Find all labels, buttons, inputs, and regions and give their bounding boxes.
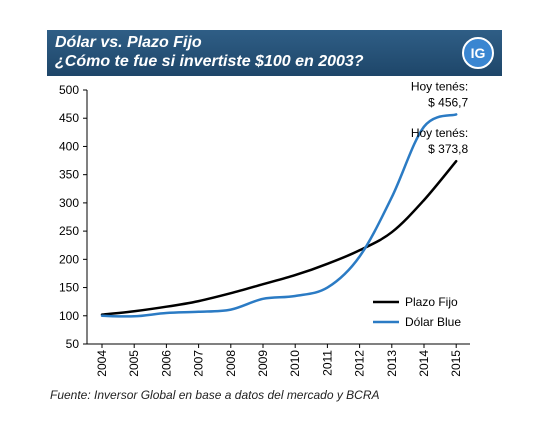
chart-annotations: Hoy tenés: $ 456,7 Hoy tenés: $ 373,8 xyxy=(411,79,469,156)
y-tick-label: 150 xyxy=(59,281,79,295)
x-tick-label: 2008 xyxy=(224,350,238,377)
x-tick-label: 2014 xyxy=(417,350,431,377)
annotation-label: Hoy tenés: xyxy=(411,79,468,93)
y-tick-label: 100 xyxy=(59,309,79,323)
y-tick-label: 350 xyxy=(59,168,79,182)
x-tick-label: 2011 xyxy=(320,350,334,376)
x-tick-label: 2004 xyxy=(95,350,109,377)
ig-logo: IG xyxy=(462,37,494,69)
y-tick-label: 500 xyxy=(59,83,79,97)
series-line-d-lar-blue xyxy=(100,113,458,318)
y-tick-label: 200 xyxy=(59,252,79,266)
annotation-label: Hoy tenés: xyxy=(411,126,468,140)
x-tick-label: 2009 xyxy=(256,350,270,377)
legend-label: Plazo Fijo xyxy=(405,295,458,309)
x-tick-label: 2005 xyxy=(127,350,141,377)
x-tick-label: 2006 xyxy=(159,350,173,377)
chart-series xyxy=(100,113,458,318)
legend-label: Dólar Blue xyxy=(405,315,461,329)
x-tick-label: 2012 xyxy=(353,350,367,377)
chart-title: Dólar vs. Plazo Fijo xyxy=(55,34,202,51)
source-note: Fuente: Inversor Global en base a datos … xyxy=(50,388,380,402)
x-tick-label: 2015 xyxy=(449,350,463,377)
chart-header: Dólar vs. Plazo Fijo ¿Cómo te fue si inv… xyxy=(47,30,502,76)
y-tick-label: 400 xyxy=(59,139,79,153)
series-line-plazo-fijo xyxy=(100,159,458,316)
chart-axes: 50 100 150 200 250 300 350 400 450 500 2004 2005 200… xyxy=(59,83,470,377)
y-tick-label: 300 xyxy=(59,196,79,210)
y-tick-label: 450 xyxy=(59,111,79,125)
annotation-value: $ 373,8 xyxy=(428,142,468,156)
chart-subtitle: ¿Cómo te fue si invertiste $100 en 2003? xyxy=(55,53,364,70)
y-tick-label: 250 xyxy=(59,224,79,238)
x-tick-label: 2010 xyxy=(288,350,302,377)
x-tick-label: 2007 xyxy=(192,350,206,377)
chart-legend: Plazo Fijo Dólar Blue xyxy=(373,295,461,329)
annotation-value: $ 456,7 xyxy=(428,95,468,109)
x-tick-label: 2013 xyxy=(385,350,399,377)
y-tick-label: 50 xyxy=(66,337,80,351)
